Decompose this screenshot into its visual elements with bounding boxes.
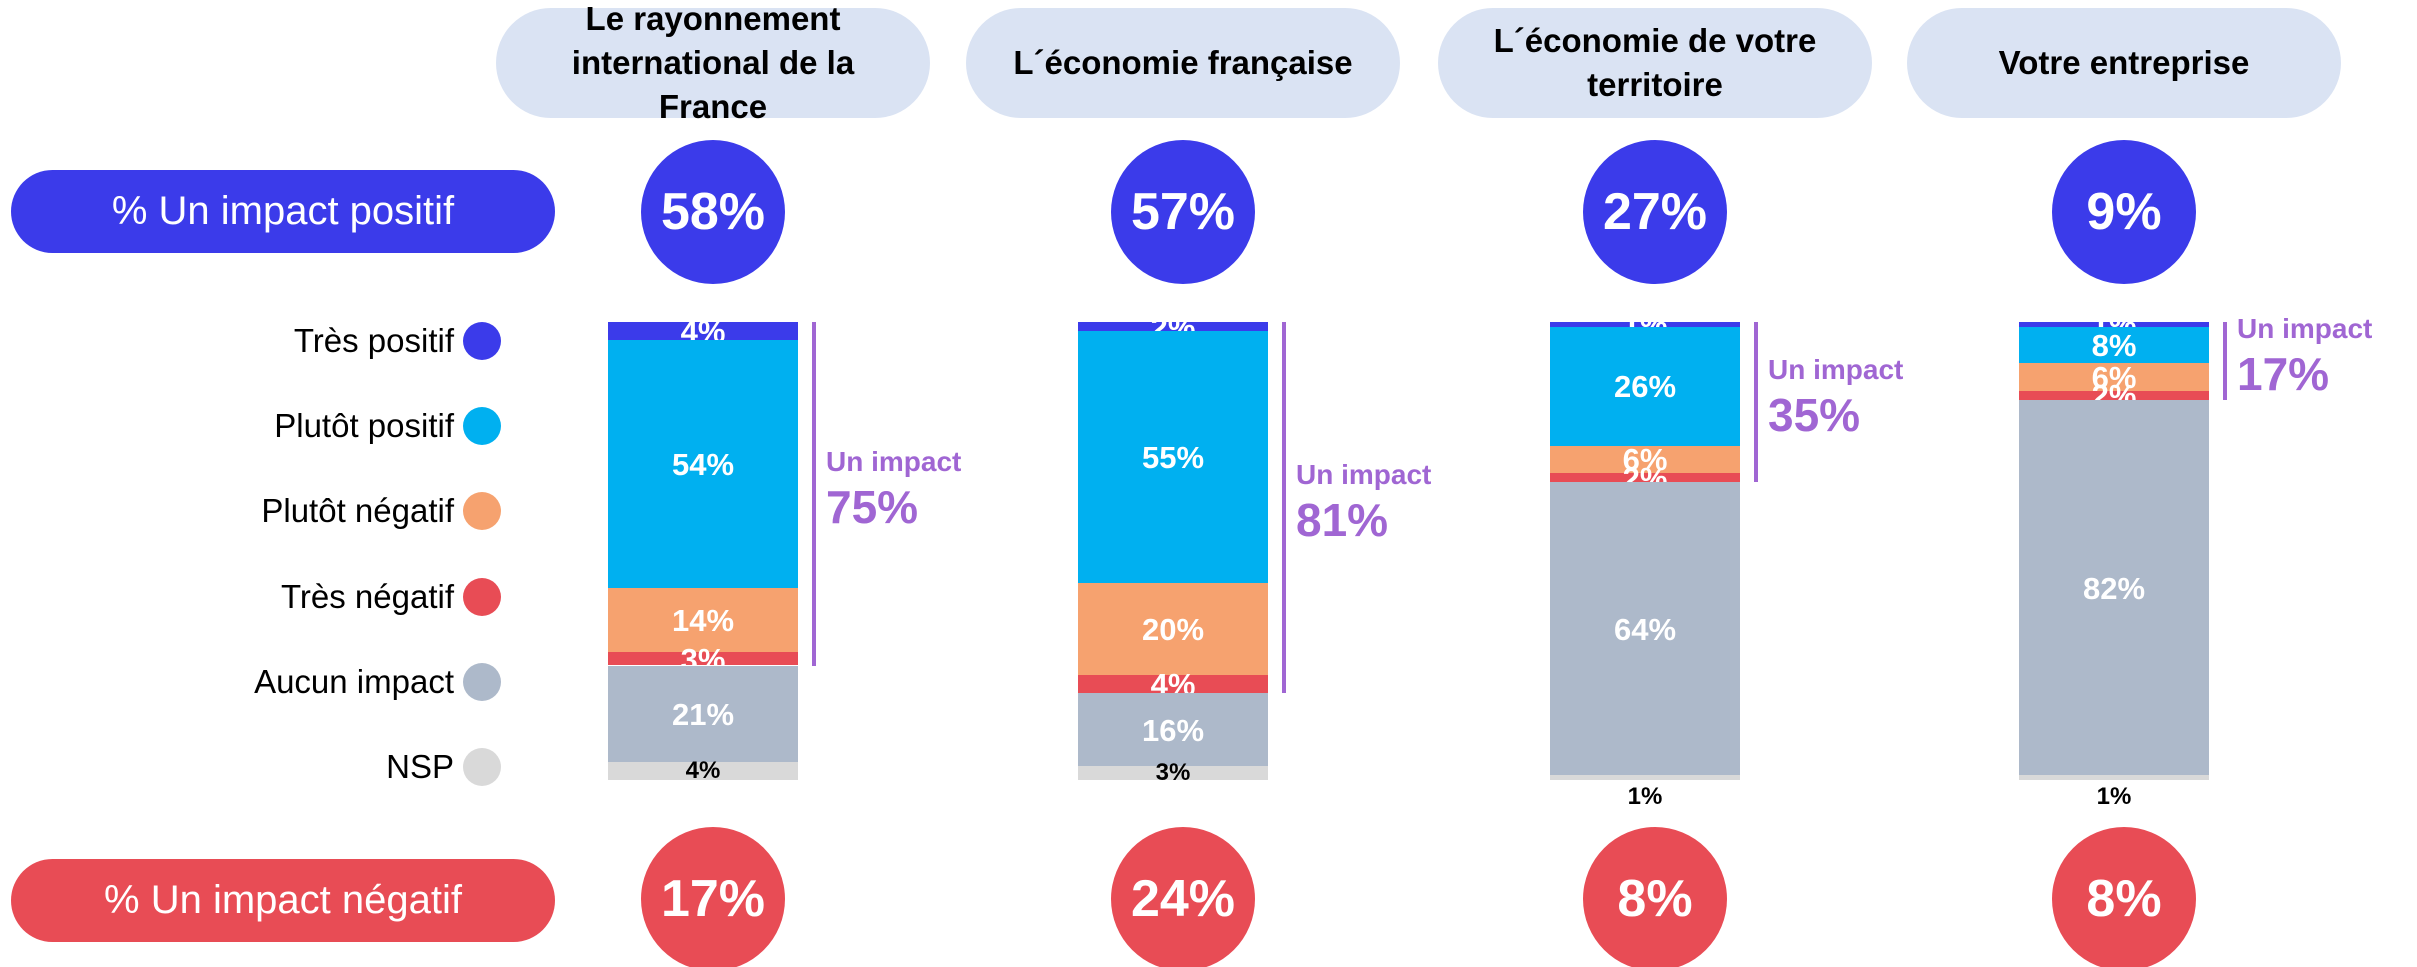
legend-label: Plutôt négatif <box>261 492 454 530</box>
impact-value: 35% <box>1768 389 1861 442</box>
legend-dot <box>463 407 501 446</box>
negative-circle: 24% <box>1111 827 1255 967</box>
bar-segment <box>608 340 798 588</box>
negative-circle: 8% <box>2052 827 2196 967</box>
segment-label: 8% <box>2091 327 2137 363</box>
bar-segment <box>608 322 798 341</box>
impact-value: 17% <box>2237 347 2330 400</box>
bar-segment <box>2019 775 2209 780</box>
bar-segment <box>1550 775 1740 780</box>
segment-label: 20% <box>1141 611 1205 647</box>
bar-segment <box>2019 322 2209 327</box>
bar-segment <box>1550 473 1740 483</box>
legend-dot <box>463 577 501 616</box>
impact-bracket <box>812 322 816 666</box>
segment-label: 21% <box>671 696 735 732</box>
impact-label: Un impact <box>1768 354 1904 386</box>
positive-circle: 58% <box>641 140 785 284</box>
legend-label: NSP <box>386 748 454 785</box>
impact-label: Un impact <box>1296 459 1432 491</box>
positive-circle: 27% <box>1583 140 1727 284</box>
bar-segment <box>2019 399 2209 776</box>
segment-label: 82% <box>2082 570 2146 606</box>
bar-segment <box>608 651 798 666</box>
segment-label: 4% <box>685 756 721 784</box>
bar-segment <box>1078 331 1268 584</box>
negative-circle: 8% <box>1583 827 1727 967</box>
legend-dot <box>463 322 501 360</box>
legend-label: Très positif <box>293 322 454 359</box>
impact-label: Un impact <box>826 445 962 477</box>
negative-pill: % Un impact négatif <box>11 859 555 942</box>
impact-bracket <box>1754 322 1758 483</box>
segment-label: 14% <box>671 602 735 638</box>
impact-bracket <box>1282 322 1286 693</box>
bar-segment <box>1078 692 1268 767</box>
bar-segment <box>608 665 798 762</box>
legend-label: Aucun impact <box>254 662 454 700</box>
bar-segment <box>1550 482 1740 776</box>
segment-label: 64% <box>1613 611 1677 647</box>
column-header: L´économie française <box>966 8 1400 118</box>
column-header: L´économie de votre territoire <box>1438 8 1872 118</box>
positive-circle: 57% <box>1111 140 1255 284</box>
negative-circle: 17% <box>641 827 785 967</box>
bar-segment <box>1078 583 1268 675</box>
segment-label: 55% <box>1141 440 1205 476</box>
bar-segment <box>1550 445 1740 474</box>
column-header: Votre entreprise <box>1907 8 2341 118</box>
bar-segment <box>1550 322 1740 327</box>
segment-label: 1% <box>1627 783 1663 811</box>
impact-bracket <box>2223 322 2227 400</box>
segment-label: 6% <box>1622 442 1668 478</box>
impact-label: Un impact <box>2237 312 2373 344</box>
legend-dot <box>463 492 501 531</box>
bar-segment <box>2019 363 2209 391</box>
legend-label: Plutôt positif <box>274 407 454 445</box>
segment-label: 16% <box>1141 712 1205 748</box>
segment-label: 1% <box>2096 783 2132 811</box>
impact-value: 81% <box>1296 494 1389 547</box>
bar-segment <box>1550 326 1740 446</box>
segment-label: 26% <box>1613 369 1677 405</box>
legend-dot <box>463 662 501 701</box>
positive-pill: % Un impact positif <box>11 170 555 253</box>
bar-segment <box>1078 766 1268 780</box>
legend-dot <box>463 748 501 786</box>
bar-segment <box>2019 326 2209 364</box>
bar-segment <box>1078 674 1268 693</box>
segment-label: 3% <box>1155 759 1191 787</box>
impact-value: 75% <box>826 480 919 533</box>
bar-segment <box>608 761 798 780</box>
bar-segment <box>608 587 798 652</box>
positive-circle: 9% <box>2052 140 2196 284</box>
bar-segment <box>1078 322 1268 332</box>
legend-label: Très négatif <box>280 577 454 615</box>
segment-label: 6% <box>2091 359 2137 395</box>
segment-label: 54% <box>671 446 735 482</box>
column-header: Le rayonnement international de la Franc… <box>496 0 930 125</box>
bar-segment <box>2019 390 2209 400</box>
